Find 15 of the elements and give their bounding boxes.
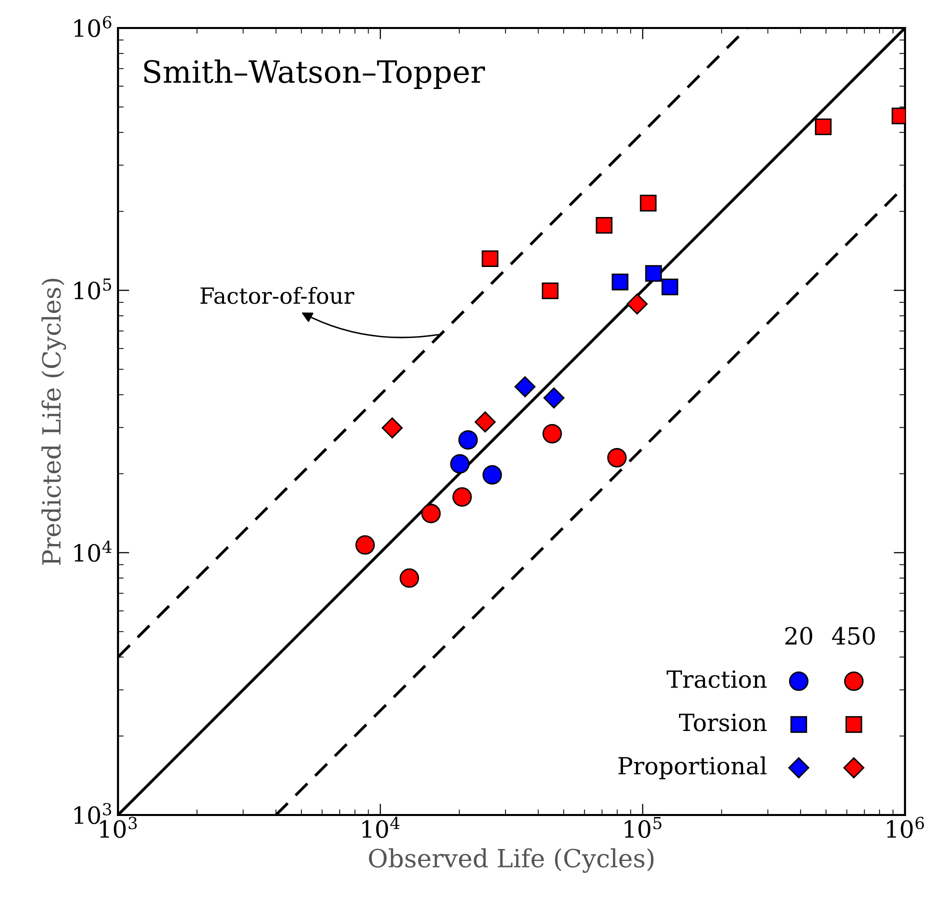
legend-label: Traction: [666, 670, 767, 688]
annotation: 20: [785, 626, 812, 645]
legend-label: Proportional: [618, 756, 767, 780]
x-tick-label: 10$^{4}$: [362, 816, 400, 838]
x-axis-title: Observed Life (Cycles): [368, 848, 654, 873]
x-tick-label: 10$^{5}$: [624, 817, 662, 838]
x-tick-label: 10$^{6}$: [887, 816, 924, 838]
y-tick-label: 10$^{6}$: [74, 16, 112, 38]
annotation: Factor-of-four: [200, 286, 354, 304]
y-tick-label: 10$^{5}$: [74, 278, 112, 300]
y-tick-label: 10$^{4}$: [74, 540, 112, 562]
y-axis-title: Predicted Life (Cycles): [41, 278, 66, 565]
legend-label: Torsion: [679, 714, 767, 732]
text: Smith–Watson–Topper: [144, 59, 485, 90]
annotation: 450: [832, 626, 875, 645]
